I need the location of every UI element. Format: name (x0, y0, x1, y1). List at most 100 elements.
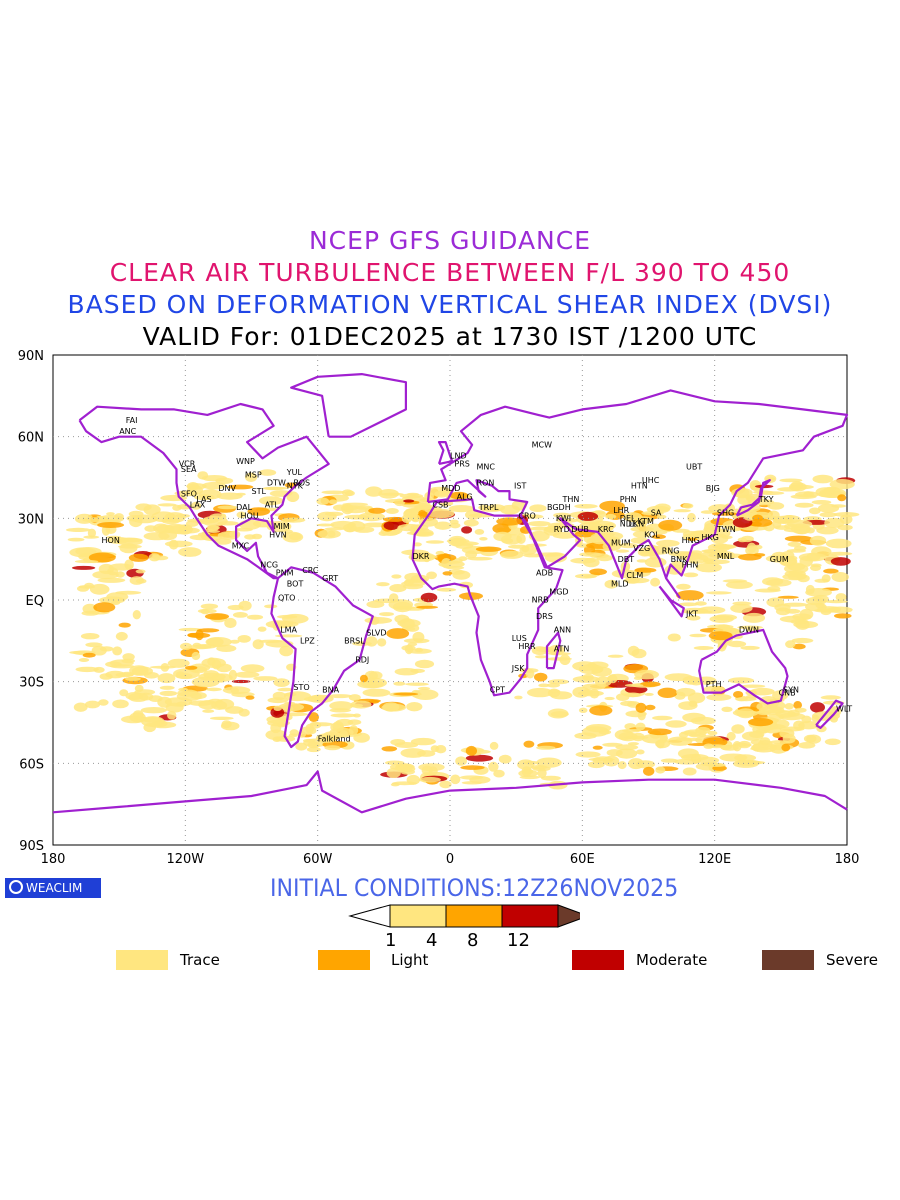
turbulence-patch (399, 618, 415, 629)
turbulence-patch (536, 745, 556, 750)
turbulence-patch (176, 701, 187, 707)
turbulence-patch (765, 477, 776, 481)
colorbar-threshold-label: 4 (426, 930, 438, 951)
turbulence-patch (703, 685, 726, 693)
turbulence-patch (194, 644, 217, 649)
station-label: PNM (276, 569, 294, 578)
colorbar-threshold-label: 1 (385, 930, 397, 951)
turbulence-patch (71, 565, 96, 570)
turbulence-patch (749, 480, 762, 491)
turbulence-patch (82, 517, 110, 523)
turbulence-patch (548, 644, 565, 656)
turbulence-patch (535, 655, 548, 659)
station-label: CNB (779, 688, 796, 697)
turbulence-patch (835, 593, 847, 602)
turbulence-patch (574, 732, 597, 740)
turbulence-patch (410, 514, 421, 523)
station-label: RYD (554, 525, 570, 534)
station-label: HVN (269, 530, 286, 539)
turbulence-patch (574, 530, 596, 538)
turbulence-patch (216, 663, 232, 673)
turbulence-patch (696, 756, 720, 764)
turbulence-patch (410, 737, 436, 746)
turbulence-patch (577, 511, 599, 521)
station-label: LAX (190, 500, 206, 509)
station-label: DUB (571, 525, 589, 534)
station-label: BOS (293, 479, 310, 488)
coastline-segment (658, 585, 685, 618)
turbulence-patch (188, 700, 213, 706)
turbulence-patch (89, 583, 110, 595)
turbulence-patch (749, 521, 762, 527)
turbulence-patch (397, 523, 422, 532)
turbulence-patch (753, 544, 763, 550)
turbulence-patch (75, 666, 99, 673)
turbulence-patch (264, 604, 278, 609)
turbulence-patch (286, 491, 300, 502)
turbulence-patch (426, 571, 437, 580)
turbulence-patch (310, 722, 333, 727)
valid-time-title: VALID For: 01DEC2025 at 1730 IST /1200 U… (142, 322, 758, 351)
turbulence-patch (654, 503, 671, 512)
turbulence-patch (267, 697, 289, 704)
turbulence-patch (449, 519, 459, 525)
turbulence-patch (204, 613, 230, 620)
station-label: DRS (536, 612, 553, 621)
turbulence-patch (673, 509, 691, 513)
turbulence-patch (810, 564, 821, 571)
initial-conditions-label: INITIAL CONDITIONS:12Z26NOV2025 (270, 874, 679, 902)
turbulence-patch (149, 721, 177, 729)
turbulence-patch (238, 600, 252, 611)
turbulence-patch (178, 627, 203, 632)
turbulence-patch (665, 720, 687, 728)
turbulence-patch (474, 529, 485, 535)
turbulence-patch (99, 673, 113, 680)
turbulence-patch (834, 613, 852, 619)
turbulence-patch (267, 719, 290, 727)
turbulence-patch (316, 497, 330, 505)
turbulence-patch (191, 651, 201, 661)
turbulence-patch (232, 612, 248, 618)
turbulence-patch (365, 486, 383, 497)
station-label: SFO (181, 490, 197, 499)
turbulence-patch (330, 520, 356, 529)
turbulence-patch (83, 535, 100, 539)
turbulence-patch (553, 524, 563, 532)
turbulence-patch (84, 700, 101, 709)
station-label: CLM (626, 571, 643, 580)
turbulence-patch (417, 686, 431, 690)
turbulence-patch (282, 613, 309, 624)
turbulence-patch (635, 702, 647, 713)
turbulence-patch (216, 492, 243, 500)
colorbar-cell (445, 904, 503, 928)
turbulence-patch (202, 709, 215, 713)
turbulence-patch (257, 626, 267, 632)
station-label: STL (252, 487, 267, 496)
turbulence-patch (790, 523, 811, 535)
station-label: ALG (457, 492, 473, 501)
turbulence-patch (305, 723, 315, 734)
station-label: SA (651, 509, 662, 518)
station-label: NYK (287, 481, 304, 490)
station-label: HKG (701, 533, 718, 542)
turbulence-patch (583, 557, 600, 568)
turbulence-patch (316, 523, 335, 527)
turbulence-patch (106, 512, 115, 516)
turbulence-patch (410, 668, 425, 673)
station-label: BJG (706, 484, 720, 493)
turbulence-patch (678, 602, 699, 607)
turbulence-patch (439, 780, 452, 789)
turbulence-patch (238, 519, 261, 530)
station-label: NRB (532, 596, 549, 605)
station-label: ATN (554, 645, 570, 654)
turbulence-patch (785, 640, 796, 649)
turbulence-patch (747, 542, 757, 553)
station-label: SHG (717, 509, 734, 518)
station-label: HTN (631, 481, 648, 490)
turbulence-patch (722, 579, 748, 583)
station-label: MUM (611, 539, 631, 548)
turbulence-patch (379, 612, 394, 617)
station-label: KRC (598, 525, 614, 534)
station-label: IST (514, 481, 526, 490)
turbulence-patch (128, 553, 149, 562)
